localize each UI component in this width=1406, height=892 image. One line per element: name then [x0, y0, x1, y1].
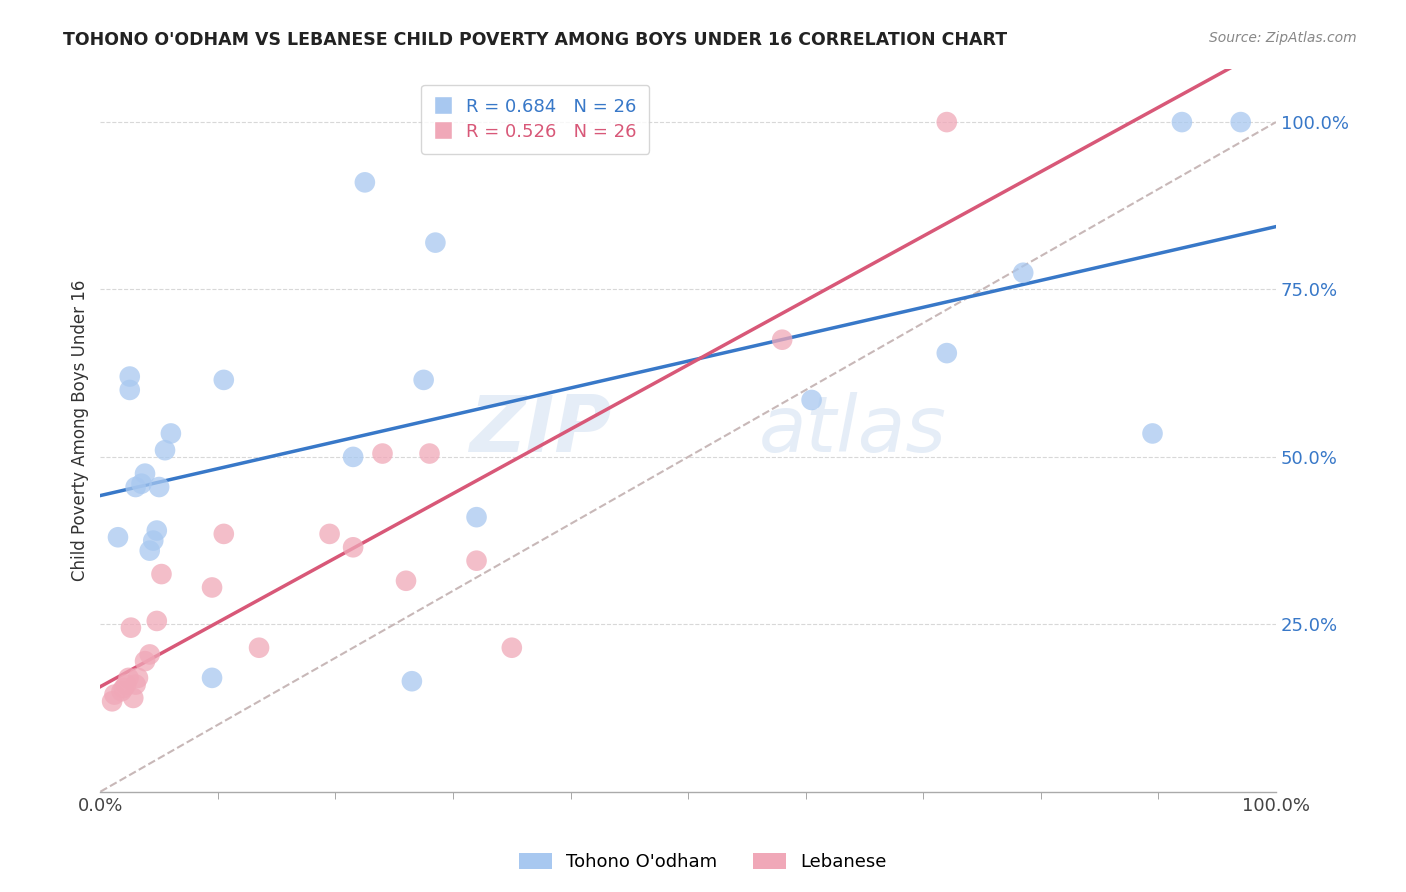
Point — [201, 671, 224, 685]
Text: TOHONO O'ODHAM VS LEBANESE CHILD POVERTY AMONG BOYS UNDER 16 CORRELATION CHART: TOHONO O'ODHAM VS LEBANESE CHILD POVERTY… — [63, 31, 1007, 49]
Point — [770, 333, 793, 347]
Text: Source: ZipAtlas.com: Source: ZipAtlas.com — [1209, 31, 1357, 45]
Point — [117, 671, 139, 685]
Point — [160, 426, 183, 441]
Point — [134, 467, 156, 481]
Point — [1229, 115, 1251, 129]
Text: atlas: atlas — [759, 392, 946, 468]
Point — [138, 543, 160, 558]
Point — [131, 476, 153, 491]
Legend: R = 0.684   N = 26, R = 0.526   N = 26: R = 0.684 N = 26, R = 0.526 N = 26 — [422, 85, 650, 153]
Point — [1142, 426, 1164, 441]
Legend: Tohono O'odham, Lebanese: Tohono O'odham, Lebanese — [512, 846, 894, 879]
Point — [134, 654, 156, 668]
Point — [150, 567, 173, 582]
Point — [935, 115, 957, 129]
Point — [118, 383, 141, 397]
Point — [127, 671, 149, 685]
Point — [124, 480, 146, 494]
Point — [110, 684, 132, 698]
Point — [935, 346, 957, 360]
Point — [142, 533, 165, 548]
Point — [342, 450, 364, 464]
Point — [465, 554, 488, 568]
Point — [371, 446, 394, 460]
Point — [101, 694, 124, 708]
Point — [201, 581, 224, 595]
Point — [146, 614, 169, 628]
Point — [153, 443, 176, 458]
Point — [465, 510, 488, 524]
Point — [112, 681, 135, 695]
Point — [425, 235, 447, 250]
Point — [501, 640, 523, 655]
Point — [418, 446, 440, 460]
Point — [115, 677, 138, 691]
Point — [122, 690, 145, 705]
Point — [138, 648, 160, 662]
Point — [103, 688, 125, 702]
Point — [318, 527, 340, 541]
Point — [412, 373, 434, 387]
Point — [1171, 115, 1194, 129]
Point — [800, 392, 823, 407]
Text: ZIP: ZIP — [470, 392, 612, 468]
Point — [146, 524, 169, 538]
Point — [342, 541, 364, 555]
Y-axis label: Child Poverty Among Boys Under 16: Child Poverty Among Boys Under 16 — [72, 279, 89, 581]
Point — [212, 373, 235, 387]
Point — [120, 621, 142, 635]
Point — [118, 369, 141, 384]
Point — [247, 640, 270, 655]
Point — [107, 530, 129, 544]
Point — [148, 480, 170, 494]
Point — [124, 677, 146, 691]
Point — [1012, 266, 1035, 280]
Point — [401, 674, 423, 689]
Point — [395, 574, 418, 588]
Point — [354, 175, 377, 189]
Point — [212, 527, 235, 541]
